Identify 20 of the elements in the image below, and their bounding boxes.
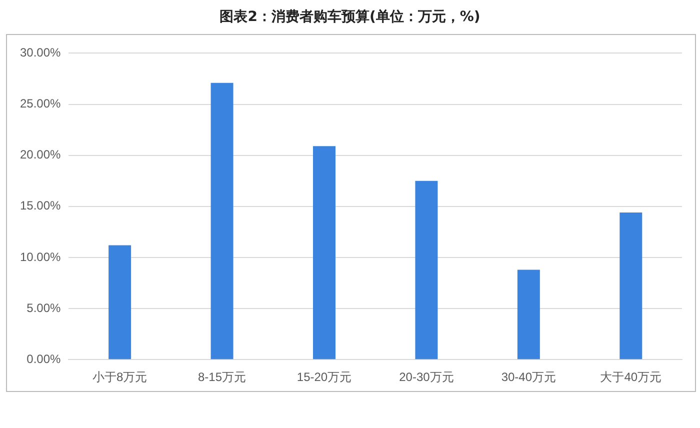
x-tick-label: 大于40万元 — [600, 370, 662, 384]
bar — [517, 270, 540, 360]
bar — [620, 212, 642, 360]
bar — [313, 146, 336, 360]
y-tick-label: 25.00% — [20, 96, 62, 111]
bar — [210, 82, 234, 360]
y-tick-label: 30.00% — [20, 46, 62, 60]
x-tick-label: 30-40万元 — [501, 370, 556, 384]
x-tick-label: 20-30万元 — [399, 370, 454, 384]
chart-title: 图表2：消费者购车预算(单位：万元，%) — [218, 8, 482, 26]
y-tick-label: 10.00% — [20, 250, 62, 264]
x-tick-label: 小于8万元 — [92, 370, 148, 384]
y-tick-label: 0.00% — [26, 352, 62, 366]
y-tick-label: 15.00% — [20, 198, 62, 213]
x-tick-label: 15-20万元 — [296, 370, 352, 384]
y-tick-label: 20.00% — [20, 148, 62, 162]
x-tick-label: 8-15万元 — [198, 370, 246, 384]
bar — [415, 180, 438, 360]
bar — [108, 245, 132, 360]
y-tick-label: 5.00% — [26, 300, 62, 315]
